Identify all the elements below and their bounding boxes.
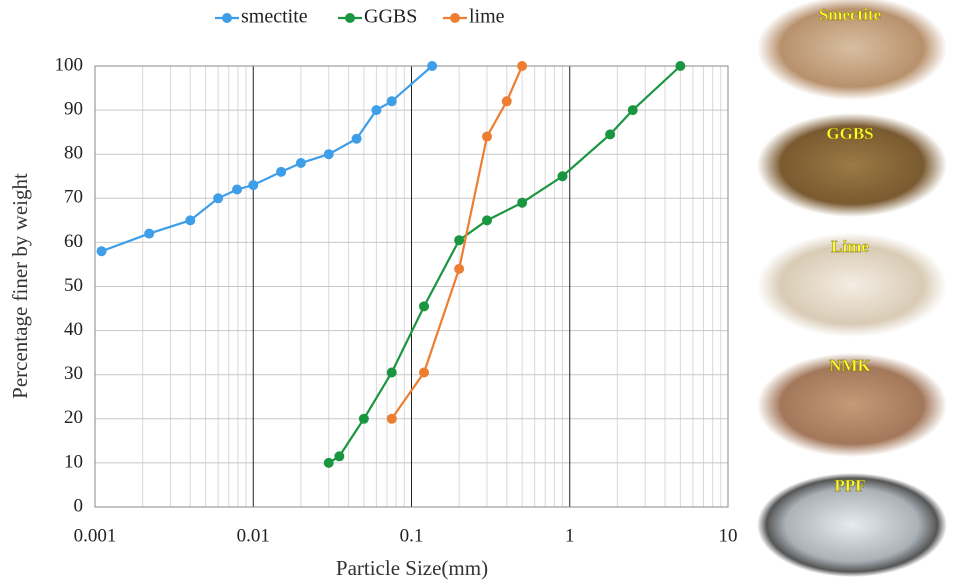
y-axis-title: Percentage finer by weight xyxy=(8,173,32,399)
legend-marker xyxy=(450,13,460,23)
data-point xyxy=(96,246,107,257)
y-tick-label: 90 xyxy=(64,98,83,119)
data-line xyxy=(101,65,433,253)
data-line xyxy=(390,65,524,420)
data-point xyxy=(605,129,616,140)
y-tick-label: 60 xyxy=(64,231,83,252)
data-point xyxy=(371,105,382,116)
data-point xyxy=(232,184,243,195)
photo-label: Lime xyxy=(831,237,869,256)
data-point xyxy=(501,96,512,107)
y-tick-label: 50 xyxy=(64,275,83,296)
photo-label: Smectite xyxy=(819,5,882,24)
data-point xyxy=(419,367,430,378)
photo xyxy=(757,353,947,457)
photo-label: NMK xyxy=(829,356,871,375)
data-point xyxy=(213,193,224,204)
data-line xyxy=(328,65,682,464)
legend-marker xyxy=(222,13,232,23)
y-tick-label: 20 xyxy=(64,407,83,428)
x-tick-label: 1 xyxy=(565,525,575,546)
data-point xyxy=(454,263,465,274)
photo xyxy=(757,233,947,337)
x-axis-title: Particle Size(mm) xyxy=(336,556,488,580)
x-tick-label: 0.1 xyxy=(400,525,424,546)
photo xyxy=(757,113,947,217)
data-point xyxy=(323,457,334,468)
data-point xyxy=(185,215,196,226)
photo-label: GGBS xyxy=(826,124,873,143)
plot-frame xyxy=(94,65,729,508)
y-tick-label: 40 xyxy=(64,319,83,340)
y-tick-label: 0 xyxy=(74,495,84,516)
data-point xyxy=(323,149,334,160)
data-point xyxy=(627,105,638,116)
x-tick-label: 10 xyxy=(719,525,738,546)
data-point xyxy=(358,413,369,424)
data-point xyxy=(517,61,528,71)
data-point xyxy=(386,413,397,424)
data-point xyxy=(295,158,306,169)
legend-marker xyxy=(345,13,355,23)
photo xyxy=(757,473,947,577)
data-point xyxy=(675,61,686,71)
x-tick-label: 0.001 xyxy=(74,525,117,546)
data-point xyxy=(351,133,362,144)
data-point xyxy=(454,235,465,246)
photo xyxy=(757,0,947,100)
y-tick-label: 80 xyxy=(64,143,83,164)
data-point xyxy=(144,228,155,239)
y-tick-label: 100 xyxy=(55,54,84,75)
data-point xyxy=(419,301,430,312)
y-tick-label: 30 xyxy=(64,363,83,384)
data-point xyxy=(334,451,345,462)
data-point xyxy=(427,61,438,71)
data-point xyxy=(386,367,397,378)
legend-label: smectite xyxy=(241,6,308,28)
legend-label: lime xyxy=(469,6,505,28)
material-photos: Smectite GGBS Lime NMK PPF xyxy=(757,0,947,577)
data-point xyxy=(386,96,397,107)
data-point xyxy=(276,166,287,177)
data-point xyxy=(248,180,259,191)
y-tick-label: 70 xyxy=(64,187,83,208)
data-point xyxy=(482,131,493,142)
y-tick-label: 10 xyxy=(64,451,83,472)
data-point xyxy=(557,171,568,182)
x-tick-label: 0.01 xyxy=(237,525,270,546)
plot-area: 0 10 20 30 40 50 60 70 80 90 100 0.001 0.01 0.1 1 10 xyxy=(55,54,738,546)
data-point xyxy=(482,215,493,226)
legend-label: GGBS xyxy=(364,6,417,28)
data-point xyxy=(517,197,528,208)
photo-label: PPF xyxy=(834,476,865,495)
